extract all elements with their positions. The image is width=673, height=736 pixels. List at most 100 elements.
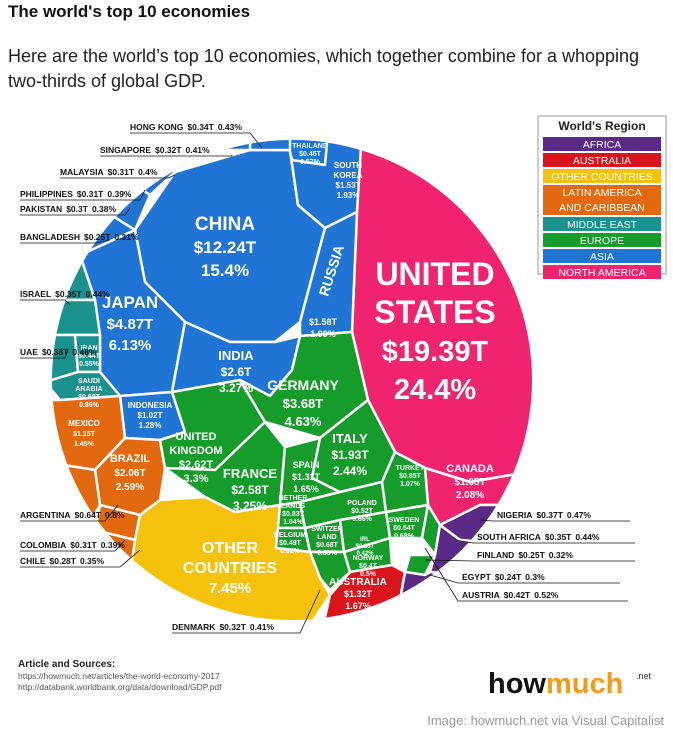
cell-gdp: $0.85T (399, 473, 422, 480)
cell-gdp: $2.58T (231, 483, 269, 497)
callout-label: ARGENTINA $0.64T 0.8% (20, 510, 125, 520)
cell-gdp: $1.02T (138, 411, 163, 420)
callout-share: 0.44% (575, 532, 600, 542)
legend: World's Region AFRICA AUSTRALIA OTHER COUN… (537, 115, 667, 279)
callout-name: PHILIPPINES (20, 189, 73, 199)
leader-line (20, 549, 141, 568)
callout-name: DENMARK (172, 622, 216, 632)
legend-swatch (543, 153, 661, 167)
callout-label: AUSTRIA $0.42T 0.52% (462, 590, 559, 600)
callout-share: 0.41% (185, 145, 210, 155)
callout-gdp: $0.24T (495, 572, 522, 582)
cell-name: SAUDI (78, 378, 100, 385)
callout-gdp: $0.25T (84, 232, 111, 242)
callout-share: 0.31% (114, 232, 139, 242)
legend-label: ASIA (590, 251, 614, 263)
cell-share: 0.86% (79, 402, 100, 409)
callout-name: COLOMBIA (20, 540, 66, 550)
callout-label: SOUTH AFRICA $0.35T 0.44% (477, 532, 600, 542)
callout-name: FINLAND (477, 550, 514, 560)
leader-line (424, 547, 628, 602)
leader-line (130, 132, 263, 149)
cell-name: FRANCE (223, 466, 277, 481)
cell-name: LAND (317, 534, 336, 541)
region-cell (238, 330, 370, 440)
cell-gdp: $1.93T (331, 448, 369, 462)
leader-line (60, 174, 176, 179)
logo: howmuch (488, 668, 623, 700)
cell-gdp: $1.58T (309, 317, 338, 327)
cell-gdp: $0.45T (299, 151, 322, 158)
callout-name: PAKISTAN (20, 204, 62, 214)
legend-swatch (543, 217, 661, 231)
callout-share: 0.8% (105, 510, 125, 520)
region-cell (52, 298, 102, 337)
cell-gdp: $0.54T (393, 525, 416, 532)
legend-swatch (543, 137, 661, 151)
callout-share: 0.44% (86, 289, 111, 299)
callout-label: BANGLADESH $0.25T 0.31% (20, 232, 139, 242)
callout-gdp: $0.35T (55, 289, 82, 299)
cell-name: MEXICO (68, 419, 100, 428)
cell-share: 0.57% (300, 159, 321, 166)
logo-part: much (546, 668, 623, 700)
legend-label: MIDDLE EAST (567, 219, 638, 231)
cell-name: UNITED (176, 431, 217, 443)
callout-name: SOUTH AFRICA (477, 532, 541, 542)
cell-share: 2.44% (333, 464, 367, 478)
subtitle: Here are the world’s top 10 economies, w… (8, 46, 640, 91)
cell-share: 4.63% (285, 414, 322, 429)
callout-label: MALAYSIA $0.31T 0.4% (60, 167, 158, 177)
cell-name: NORWAY (353, 555, 384, 562)
cell-gdp: $0.68T (316, 542, 339, 549)
cell-gdp: $12.24T (194, 238, 257, 257)
callout-name: ISRAEL (20, 289, 51, 299)
cell-name: GERMANY (267, 377, 339, 393)
cell-name: CANADA (446, 463, 494, 475)
cell-share: 0.66% (352, 516, 373, 523)
title: The world's top 10 economies (8, 2, 251, 21)
cell-name: ITALY (332, 431, 368, 446)
callout-label: SINGAPORE $0.32T 0.41% (100, 145, 210, 155)
cell-gdp: $1.53T (336, 181, 361, 190)
leader-line (100, 155, 233, 157)
cell-gdp: $1.15T (73, 431, 96, 438)
callout-label: EGYPT $0.24T 0.3% (462, 572, 545, 582)
callout-name: AUSTRIA (462, 590, 500, 600)
callout-label: ISRAEL $0.35T 0.44% (20, 289, 110, 299)
cell-share: 15.4% (201, 261, 249, 280)
callouts: HONG KONG $0.34T 0.43%SINGAPORE $0.32T 0.41%… (20, 122, 635, 634)
cell-name: BRAZIL (110, 453, 151, 465)
cell-gdp: $0.33T (356, 544, 375, 550)
cell-share: 0.62% (280, 548, 301, 555)
cell-gdp: $4.87T (107, 316, 154, 333)
callout-share: 0.3% (525, 572, 545, 582)
cell-share: 0.42% (356, 551, 374, 557)
callout-label: PHILIPPINES $0.31T 0.39% (20, 189, 132, 199)
source-link: http://databank.worldbank.org/data/downl… (18, 682, 222, 692)
footer: Article and Sources: https://howmuch.net… (18, 659, 664, 728)
callout-label: PAKISTAN $0.3T 0.38% (20, 204, 116, 214)
callout-gdp: $0.32T (219, 622, 246, 632)
cell-share: 2.08% (456, 490, 484, 501)
callout-gdp: $0.28T (50, 556, 77, 566)
source-link: https://howmuch.net/articles/the-world-e… (18, 671, 220, 681)
cell-name: SOUTH (334, 161, 362, 170)
cell-share: 0.55% (79, 361, 100, 368)
cell-share: 24.4% (394, 374, 476, 406)
callout-gdp: $0.31T (70, 540, 97, 550)
callout-gdp: $0.42T (504, 590, 531, 600)
cell-name: BELGIUM (274, 532, 306, 539)
callout-share: 0.4% (138, 167, 158, 177)
cell-share: 1.67% (345, 601, 371, 611)
cell-name: AUSTRALIA (329, 577, 387, 588)
cell-gdp: $1.31T (292, 472, 321, 482)
callout-share: 0.43% (218, 122, 243, 132)
cell-gdp: $0.4T (359, 563, 378, 570)
leader-line (20, 189, 146, 201)
cell-name: KINGDOM (169, 445, 222, 457)
logo-suffix: .net (636, 671, 652, 681)
cell-gdp: $3.68T (283, 396, 324, 411)
cell-share: 1.04% (283, 519, 304, 526)
